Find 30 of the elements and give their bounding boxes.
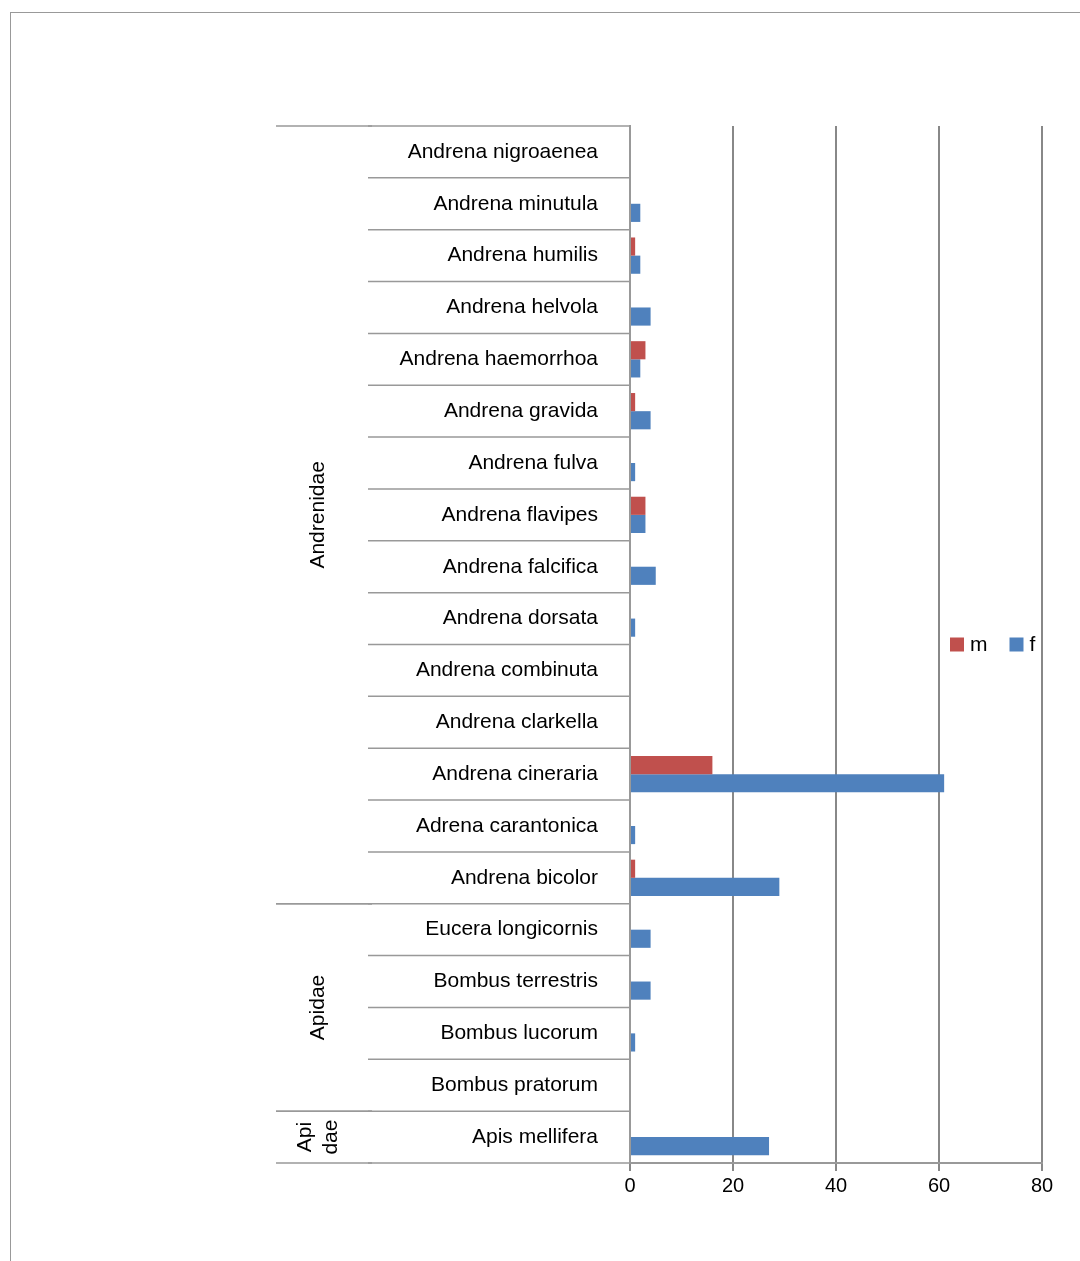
y-tick-label: Adrena carantonica — [415, 812, 599, 836]
y-tick-label: Andrena flavipes — [441, 501, 598, 525]
y-tick-label: Apis mellifera — [471, 1123, 599, 1147]
x-tick-label: 20 — [721, 1173, 745, 1196]
y-tick-label: Andrena fulva — [468, 449, 599, 473]
y-tick-label: Andrena nigroaenea — [407, 138, 599, 162]
y-tick-label: Andrena combinuta — [415, 657, 599, 681]
x-tick-label: 40 — [824, 1173, 848, 1196]
y-tick-label: Eucera longicornis — [425, 916, 598, 940]
y-tick-label: Andrena haemorrhoa — [399, 346, 599, 370]
y-tick-label: Bombus terrestris — [433, 968, 598, 992]
legend-label: f — [1029, 632, 1036, 656]
y-tick-label: Andrena humilis — [447, 242, 598, 266]
legend-label: m — [970, 632, 988, 656]
y-tick-label: Bombus lucorum — [440, 1020, 598, 1044]
y-tick-label: Andrena minutula — [433, 190, 599, 214]
text: Apidae — [304, 974, 328, 1041]
y-tick-label: Andrena cineraria — [432, 760, 599, 784]
text: Andrenidae — [304, 461, 328, 569]
y-tick-label: Andrena clarkella — [435, 709, 599, 733]
y-tick-label: Andrena dorsata — [442, 605, 599, 629]
x-tick-label: 60 — [927, 1173, 951, 1196]
y-tick-label: Andrena falcifica — [442, 553, 599, 577]
text: Api dae — [291, 1119, 341, 1155]
y-tick-label: Andrena bicolor — [450, 864, 599, 888]
y-tick-label: Andrena helvola — [446, 294, 599, 318]
x-tick-label: 0 — [624, 1173, 636, 1196]
y-tick-label: Andrena gravida — [443, 397, 599, 421]
x-tick-label: 80 — [1030, 1173, 1054, 1196]
y-tick-label: Bombus pratorum — [431, 1072, 598, 1096]
